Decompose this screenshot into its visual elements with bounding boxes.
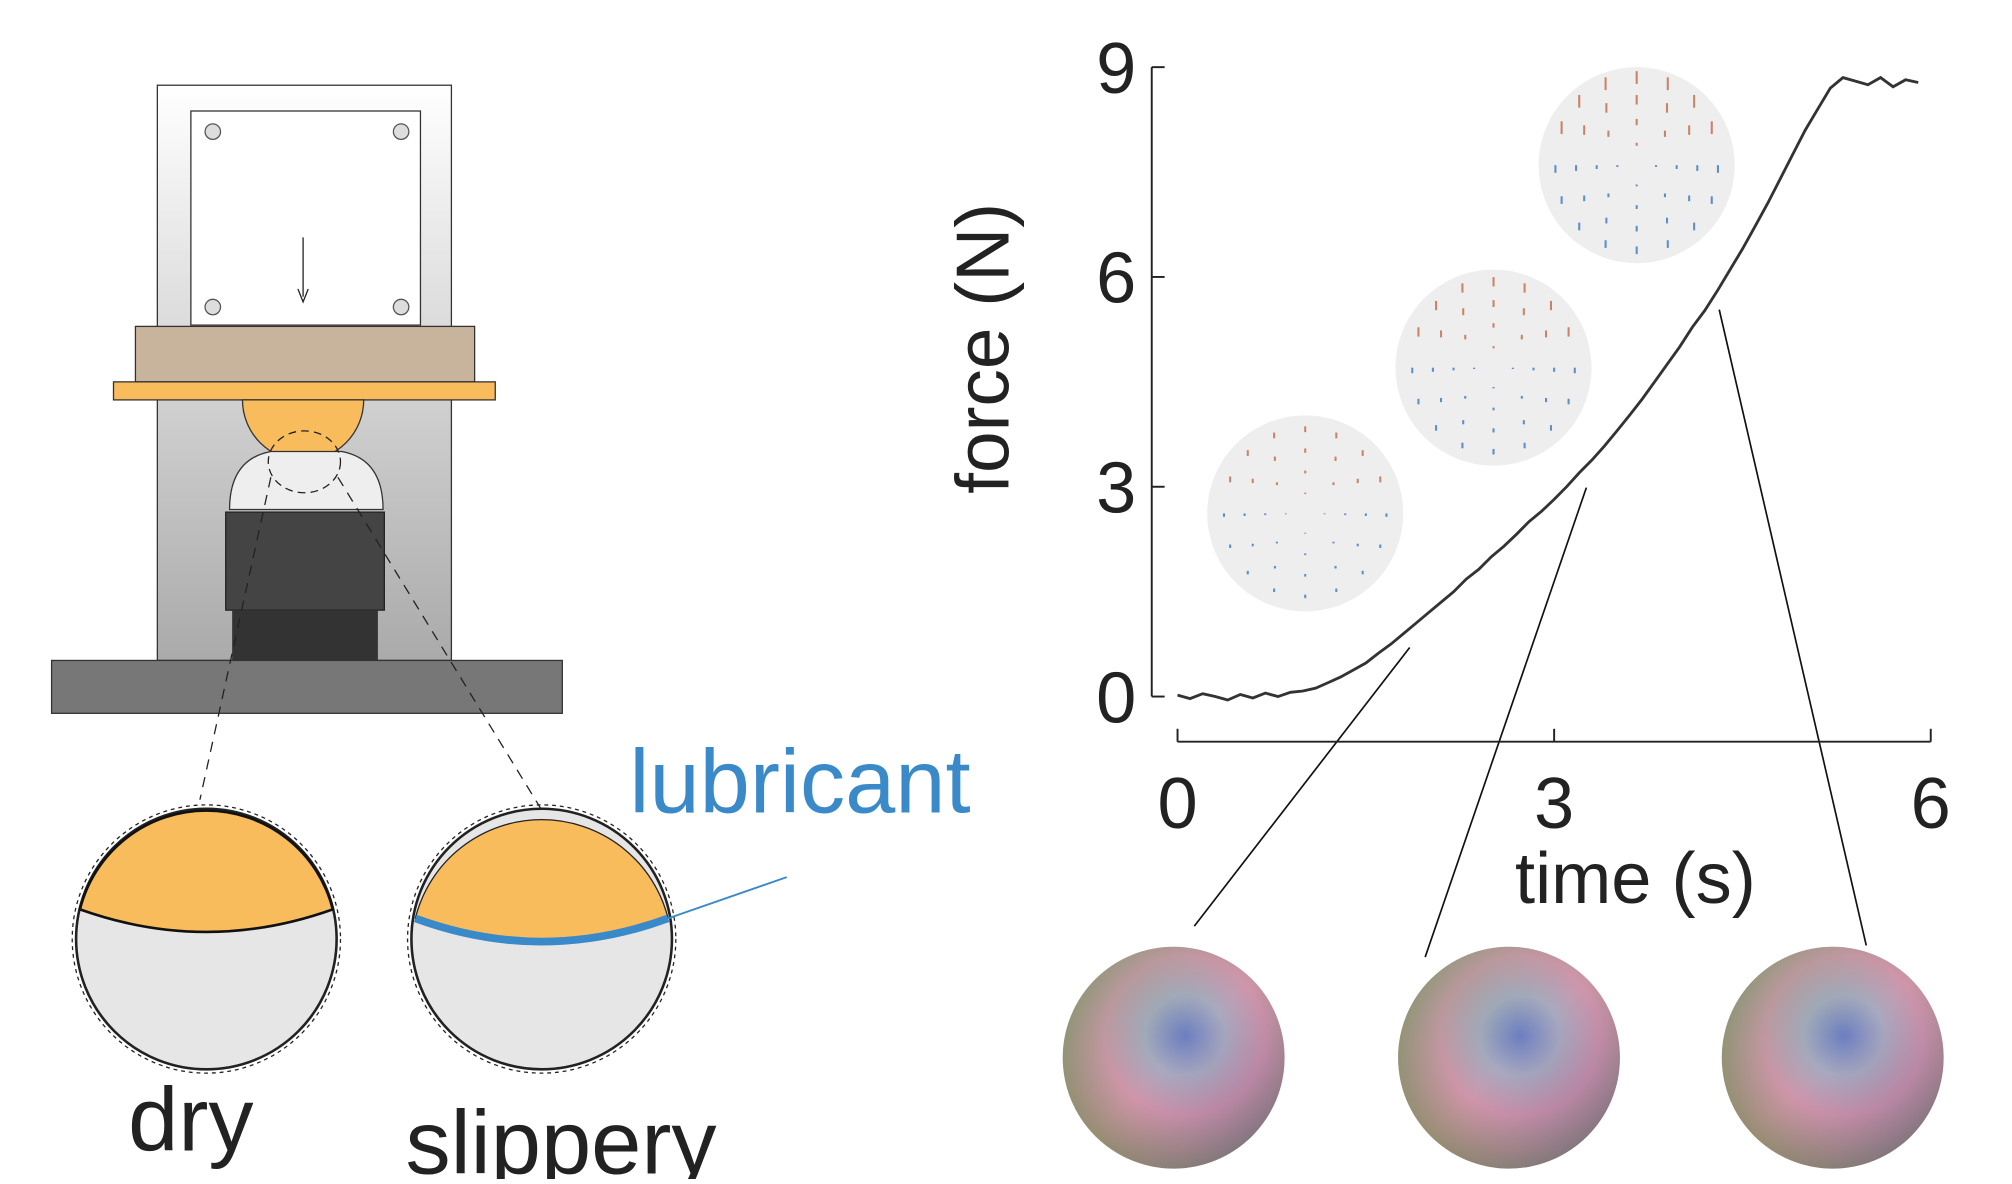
y-tick-label: 6 xyxy=(1096,239,1136,319)
field-inset xyxy=(1396,270,1592,466)
y-tick-label: 3 xyxy=(1096,449,1136,529)
field-inset xyxy=(1207,415,1403,611)
x-axis-label: time (s) xyxy=(1515,839,1756,919)
page: lubricant dry slippery force (N) time (s… xyxy=(0,0,2012,1184)
figure: lubricant dry slippery force (N) time (s… xyxy=(0,0,2012,1179)
sphere xyxy=(1398,947,1620,1169)
y-tick-label: 0 xyxy=(1096,658,1136,738)
x-tick-label: 3 xyxy=(1534,764,1574,844)
x-tick-label: 0 xyxy=(1157,764,1197,844)
dry-label: dry xyxy=(128,1070,253,1171)
y-tick-label: 9 xyxy=(1096,29,1136,109)
y-axis-label: force (N) xyxy=(941,203,1025,494)
x-tick-label: 6 xyxy=(1911,764,1951,844)
insets xyxy=(1063,67,1944,1168)
sphere xyxy=(1722,947,1944,1169)
force-chart: force (N) time (s) 0 3 6 9 0 3 6 xyxy=(941,29,1951,919)
lubricant-label: lubricant xyxy=(629,732,970,833)
sphere xyxy=(1063,947,1285,1169)
apparatus: lubricant dry slippery xyxy=(52,85,971,1179)
slippery-label: slippery xyxy=(406,1093,717,1179)
